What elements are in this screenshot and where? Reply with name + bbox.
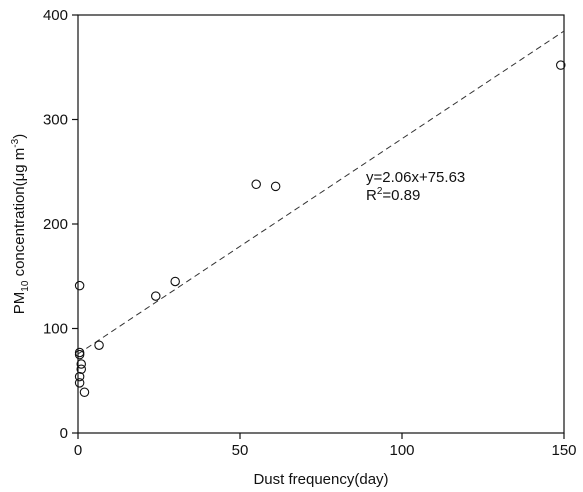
fit-r2-label: R2=0.89 [366,186,420,204]
y-tick-label: 300 [43,112,68,129]
y-axis-title: PM10 concentration(μg m-3) [10,134,31,314]
y-tick-label: 100 [43,321,68,338]
x-tick-label: 150 [551,442,576,459]
data-point [74,349,85,360]
y-axis-title-suffix: ) [11,134,28,139]
data-point [170,276,180,287]
y-axis-title-subscript: 10 [20,280,31,292]
x-tick-label: 100 [389,442,414,459]
y-axis-title-middle: concentration(μg m [11,148,28,281]
x-axis-title: Dust frequency(day) [253,471,388,488]
data-point [94,340,104,350]
fit-layer [77,30,565,355]
data-point [151,291,161,301]
data-point [556,60,566,70]
y-axis-title-prefix: PM [11,292,28,315]
data-point [270,181,281,192]
fit-line [77,30,565,355]
y-tick-label: 400 [43,7,68,24]
y-tick-label: 0 [60,425,68,442]
y-axis-title-superscript: -3 [10,138,21,147]
data-point [79,387,90,397]
data-point [251,179,261,190]
fit-equation-label: y=2.06x+75.63 [366,169,465,186]
data-point [76,359,86,369]
fit-r2-superscript: 2 [377,186,383,197]
plot-border [77,14,565,434]
data-point [74,280,85,291]
fit-r2-suffix: =0.89 [382,187,420,204]
points-layer [74,60,566,397]
fit-r2-prefix: R [366,187,377,204]
data-point [74,378,85,388]
plot-frame [77,14,565,434]
x-tick-label: 0 [74,442,82,459]
x-tick-label: 50 [232,442,249,459]
y-tick-label: 200 [43,216,68,233]
ticks-layer: 0 50 100 150 0 100 200 300 400 [43,7,577,459]
data-point [74,371,85,382]
data-point [76,364,86,375]
